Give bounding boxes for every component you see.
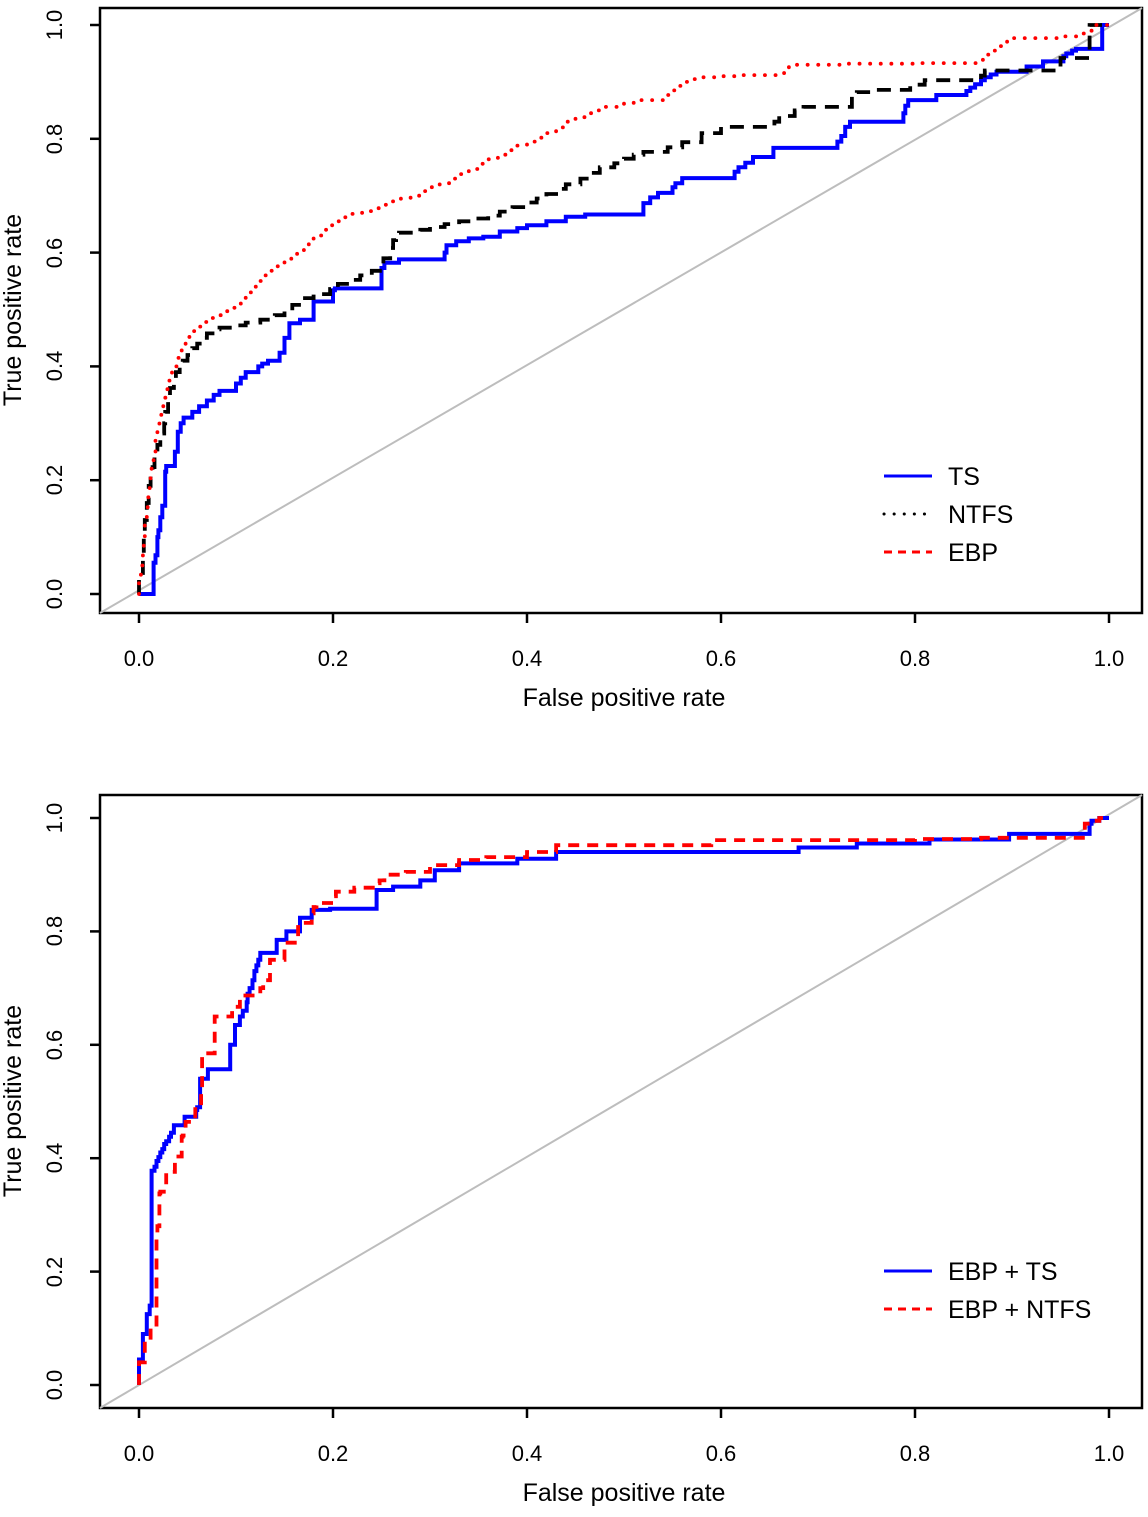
y-tick-label: 1.0 [42, 803, 67, 834]
y-tick-label: 0.4 [42, 351, 67, 382]
y-axis-title: True positive rate [0, 214, 27, 406]
roc-curve-ebp [137, 23, 1111, 596]
x-tick-label: 0.6 [706, 646, 737, 671]
roc-curve-ntfs [137, 23, 1109, 594]
x-axis-ticks-bottom [137, 1408, 1111, 1418]
legend-top: TS NTFS EBP [882, 463, 1013, 567]
y-tick-label: 0.0 [42, 1370, 67, 1401]
y-tick-label: 1.0 [42, 10, 67, 41]
y-tick-label: 0.6 [42, 238, 67, 269]
x-tick-label: 0.0 [124, 1441, 155, 1466]
roc-curve-ebp-ts [137, 816, 1109, 1385]
y-tick-label: 0.6 [42, 1030, 67, 1061]
x-tick-label: 1.0 [1094, 646, 1125, 671]
y-tick-label: 0.2 [42, 465, 67, 496]
x-axis-title: False positive rate [523, 1479, 726, 1507]
plot-box [98, 6, 1144, 615]
roc-plot-bottom: 0.0 0.2 0.4 0.6 0.8 1.0 0.0 0.2 0.4 0.6 … [0, 793, 1144, 1507]
legend-label-ebp: EBP [948, 539, 998, 567]
x-tick-label: 1.0 [1094, 1441, 1125, 1466]
x-tick-label: 0.2 [318, 646, 349, 671]
legend-label-ebp-ntfs: EBP + NTFS [948, 1296, 1091, 1324]
x-tick-label: 0.6 [706, 1441, 737, 1466]
legend-label-ebp-ts: EBP + TS [948, 1258, 1058, 1286]
roc-plot-top: 0.0 0.2 0.4 0.6 0.8 1.0 0.0 0.2 0.4 0.6 … [0, 6, 1144, 712]
y-tick-label: 0.8 [42, 916, 67, 947]
x-tick-label: 0.4 [512, 1441, 543, 1466]
y-tick-label: 0.8 [42, 124, 67, 155]
legend-label-ntfs: NTFS [948, 501, 1013, 529]
y-axis-title: True positive rate [0, 1005, 27, 1197]
x-tick-label: 0.4 [512, 646, 543, 671]
plot-box [98, 793, 1144, 1410]
y-axis-ticks-top [90, 23, 100, 596]
y-tick-label: 0.4 [42, 1143, 67, 1174]
x-tick-label: 0.8 [900, 646, 931, 671]
diagonal-reference-line [99, 794, 1143, 1409]
x-tick-label: 0.0 [124, 646, 155, 671]
roc-curve-ebp-ntfs [137, 816, 1109, 1385]
y-axis-ticks-bottom [90, 816, 100, 1387]
y-tick-label: 0.2 [42, 1257, 67, 1288]
legend-bottom: EBP + TS EBP + NTFS [884, 1258, 1091, 1324]
roc-curve-ts [139, 23, 1109, 596]
y-tick-label: 0.0 [42, 579, 67, 610]
x-tick-label: 0.8 [900, 1441, 931, 1466]
x-axis-title: False positive rate [523, 684, 726, 712]
legend-label-ts: TS [948, 463, 980, 491]
x-tick-label: 0.2 [318, 1441, 349, 1466]
x-axis-ticks-top [137, 613, 1111, 623]
diagonal-reference-line [99, 7, 1143, 614]
